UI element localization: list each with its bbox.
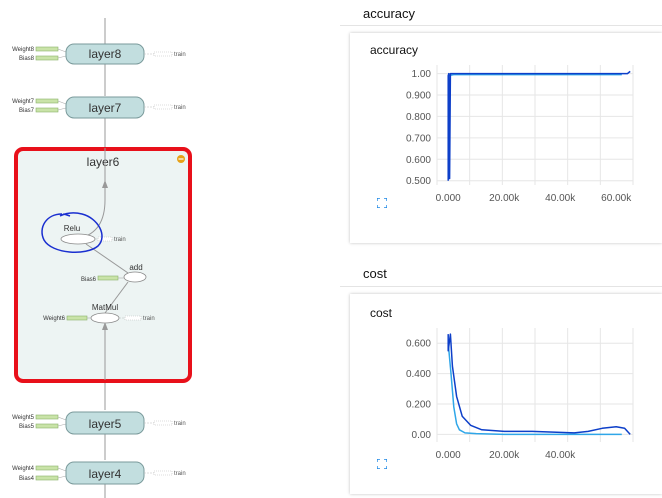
cost-section-title[interactable]: cost [363,266,387,281]
bias6-label: Bias6 [81,277,97,283]
bias5-node[interactable] [35,423,59,429]
layer8-group: Weight8 Bias8 layer8 train [12,43,186,65]
y-tick-label: 1.00 [412,69,432,80]
x-tick-label: 0.000 [436,450,461,461]
layer6-title: layer6 [87,155,120,169]
train-label: train [174,421,186,427]
train-label: train [114,237,126,243]
accuracy-section-title[interactable]: accuracy [363,6,416,21]
series-line[interactable] [447,70,631,181]
cost-chart[interactable]: 0.00 0.200 0.400 0.600 0.000 20.00k 40.00k [350,324,662,494]
train-label: train [174,52,186,58]
series-line[interactable] [448,73,622,77]
weight4-label: Weight4 [12,466,35,472]
bias4-node[interactable] [35,475,59,481]
y-tick-label: 0.800 [406,112,431,123]
train-label: train [143,316,155,322]
layer5-label: layer5 [89,417,122,431]
x-tick-label: 20.00k [489,193,520,204]
weight6-label: Weight6 [43,316,66,322]
add-label: add [129,263,142,272]
x-tick-label: 40.00k [545,193,576,204]
accuracy-card: accuracy 0.500 0.600 0.700 0.800 0.900 1.00 0.… [350,33,662,243]
weight4-node[interactable] [35,465,59,471]
annotation-circle [41,212,103,253]
series-line[interactable] [447,343,622,436]
accuracy-card-title: accuracy [370,43,419,57]
weight7-label: Weight7 [12,99,35,105]
weight8-label: Weight8 [12,47,35,53]
weight5-label: Weight5 [12,415,35,421]
add-op[interactable] [123,271,147,283]
y-tick-label: 0.500 [406,176,431,187]
y-tick-label: 0.700 [406,133,431,144]
train-node[interactable] [153,104,173,110]
accuracy-chart[interactable]: 0.500 0.600 0.700 0.800 0.900 1.00 0.000 20.00k… [350,61,662,231]
x-tick-label: 20.00k [489,450,520,461]
graph-canvas[interactable]: Weight8 Bias8 layer8 train Weight7 Bias7… [0,0,215,498]
weight6-node[interactable] [66,315,88,321]
cost-card-title: cost [370,306,393,320]
layer8-label: layer8 [89,47,122,61]
bias5-label: Bias5 [19,424,35,430]
expand-icon[interactable] [377,198,387,208]
bias7-node[interactable] [35,107,59,113]
series-line[interactable] [447,333,631,435]
layer6-expanded[interactable]: layer6 Relu train add Bias6 MatMul Weigh… [14,147,192,383]
train-node[interactable] [153,420,173,426]
layer7-group: Weight7 Bias7 layer7 train [12,96,186,119]
x-tick-label: 60.00k [601,193,632,204]
relu-op[interactable] [60,233,96,245]
y-tick-label: 0.200 [406,400,431,411]
weight7-node[interactable] [35,98,59,104]
layer4-group: Weight4 Bias4 layer4 train [12,461,186,485]
y-tick-label: 0.400 [406,369,431,380]
y-tick-label: 0.600 [406,155,431,166]
matmul-label: MatMul [92,303,118,312]
train-node[interactable] [97,236,113,242]
bias4-label: Bias4 [19,476,35,482]
layer4-label: layer4 [89,467,122,481]
train-label: train [174,471,186,477]
matmul-op[interactable] [90,312,120,324]
cost-card: cost 0.00 0.200 0.400 0.600 0.000 20.00k 40.00… [350,294,662,494]
y-tick-label: 0.600 [406,339,431,350]
x-tick-label: 40.00k [545,450,576,461]
weight8-node[interactable] [35,46,59,52]
bias6-node[interactable] [97,275,119,281]
bias8-node[interactable] [35,55,59,61]
bias7-label: Bias7 [19,108,35,114]
train-node[interactable] [124,315,142,321]
train-node[interactable] [153,470,173,476]
x-tick-label: 0.000 [436,193,461,204]
bias8-label: Bias8 [19,56,35,62]
graph-pane[interactable]: Weight8 Bias8 layer8 train Weight7 Bias7… [0,0,215,498]
layer6-selection-border[interactable] [14,147,192,383]
layer7-label: layer7 [89,101,122,115]
section-divider [340,286,662,287]
relu-label: Relu [64,224,80,233]
y-tick-label: 0.00 [412,430,432,441]
weight5-node[interactable] [35,414,59,420]
layer7-node[interactable] [65,96,145,119]
scalars-pane[interactable]: accuracy accuracy 0.500 0.600 0.700 0.800 0.… [340,0,662,498]
y-tick-label: 0.900 [406,91,431,102]
layer5-group: Weight5 Bias5 layer5 train [12,411,186,435]
train-label: train [174,105,186,111]
train-node[interactable] [153,51,173,57]
section-divider [340,25,662,26]
expand-icon[interactable] [377,459,387,469]
